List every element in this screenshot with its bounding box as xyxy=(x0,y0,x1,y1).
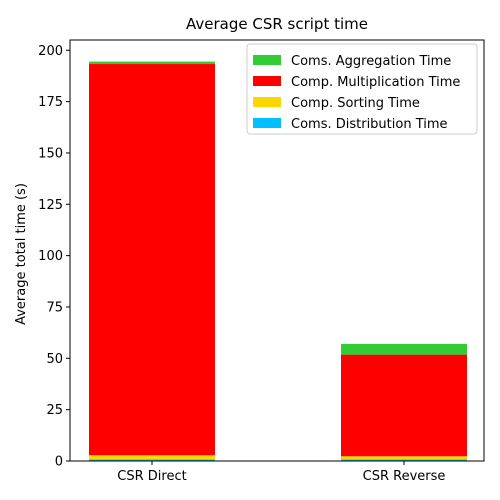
x-tick-label: CSR Direct xyxy=(117,469,186,484)
legend-frame xyxy=(246,43,478,135)
legend-swatch xyxy=(253,76,281,86)
y-tick-label: 50 xyxy=(46,352,63,367)
bar-segment xyxy=(341,459,467,461)
legend-swatch xyxy=(253,55,281,65)
legend: Coms. Aggregation Time Comp. Multiplicati… xyxy=(246,43,478,135)
bar-segment xyxy=(341,343,467,355)
legend-entry-label: Comp. Multiplication Time xyxy=(291,75,460,90)
legend-swatch xyxy=(253,97,281,107)
bar-segment xyxy=(89,61,215,65)
legend-swatch xyxy=(253,118,281,128)
y-tick-label: 150 xyxy=(38,146,63,161)
plot-frame xyxy=(69,39,485,462)
bar-segment xyxy=(341,456,467,460)
legend-entry-label: Coms. Aggregation Time xyxy=(291,54,451,69)
y-tick-label: 0 xyxy=(55,455,63,470)
axes-layer: 0 25 50 75 100 125 150 175 200 CSR Direct CSR Reve… xyxy=(38,39,485,484)
bars-layer xyxy=(89,61,467,461)
bar-segment xyxy=(89,455,215,460)
y-tick-label: 175 xyxy=(38,95,63,110)
y-tick-label: 75 xyxy=(46,300,63,315)
chart-title: Average CSR script time xyxy=(186,15,368,33)
legend-entry-label: Coms. Distribution Time xyxy=(291,117,448,132)
y-tick-label: 200 xyxy=(38,44,63,59)
legend-entry-label: Comp. Sorting Time xyxy=(291,96,420,111)
bar-segment xyxy=(89,64,215,456)
y-axis-label: Average total time (s) xyxy=(14,183,29,325)
y-tick-label: 25 xyxy=(46,403,63,418)
y-tick-label: 125 xyxy=(38,198,63,213)
y-tick-label: 100 xyxy=(38,249,63,264)
bar-segment xyxy=(341,354,467,457)
bar-segment xyxy=(89,459,215,461)
x-tick-label: CSR Reverse xyxy=(363,469,446,484)
